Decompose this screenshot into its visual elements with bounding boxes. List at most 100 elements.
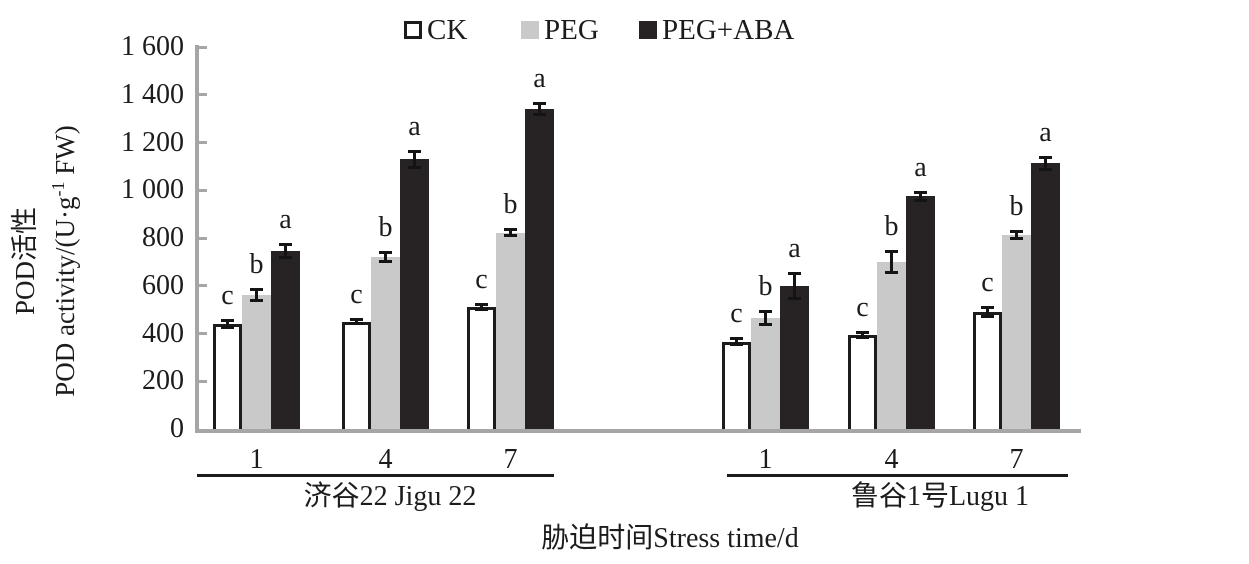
error-bar-cap-bottom [981,314,994,318]
significance-letter: a [279,203,292,235]
cultivar-underline-lugu1 [727,474,1068,477]
peg-aba-swatch-icon [639,21,657,39]
y-tick-mark [199,45,207,49]
y-tick-mark [199,332,207,335]
bar-peg-aba [525,109,554,429]
error-bar-cap-top [856,331,869,335]
error-bar-cap-top [1039,155,1052,159]
bar-ck [848,335,877,429]
error-bar-cap-bottom [475,307,488,311]
error-bar-line [764,310,767,326]
error-bar-cap-top [504,228,517,232]
error-bar-line [480,303,483,310]
y-axis-title-en-prefix: POD activity/(U·g [50,196,80,397]
error-bar-line [413,150,416,168]
legend-label-peg: PEG [544,14,599,46]
x-tick-day-label: 1 [249,444,264,475]
significance-letter: a [533,63,546,95]
legend-item-ck: CK [404,13,467,47]
significance-letter: c [350,278,363,310]
error-bar-cap-bottom [730,343,743,347]
legend-item-peg: PEG [521,13,599,47]
significance-letter: a [408,110,421,142]
error-bar-line [384,252,387,262]
error-bar-line [735,338,738,346]
y-axis-title-cn: POD活性 [10,207,40,316]
significance-letter: b [378,212,393,244]
y-tick-mark [199,93,207,97]
error-bar-cap-top [279,242,292,246]
significance-letter: c [730,298,743,330]
ck-swatch-icon [404,21,422,39]
error-bar-line [1044,156,1047,170]
y-axis-title: POD活性 POD activity/(U·g-1 FW) [9,31,80,491]
error-bar-line [861,332,864,339]
error-bar-cap-top [759,309,772,313]
error-bar-cap-bottom [250,299,263,303]
y-tick-label: 1 000 [121,174,184,206]
y-axis-title-en-suffix: FW) [50,125,80,182]
error-bar-line [538,103,541,116]
y-tick-mark [199,188,207,192]
error-bar-cap-bottom [350,322,363,326]
error-bar-line [1015,230,1018,240]
cultivar-label-lugu1: 鲁谷1号Lugu 1 [850,481,1030,512]
x-tick-day-label: 7 [503,444,518,475]
error-bar-cap-top [250,288,263,292]
error-bar-line [355,318,358,325]
error-bar-line [255,289,258,302]
significance-letter: b [884,211,899,243]
error-bar-cap-bottom [1010,237,1023,241]
y-tick-mark [199,141,207,144]
bar-peg [371,257,400,429]
y-tick-label: 200 [142,365,184,397]
significance-letter: b [1009,190,1024,222]
y-axis-title-en-superscript: -1 [48,181,68,197]
bar-ck [722,341,751,429]
error-bar-line [986,307,989,317]
error-bar-cap-bottom [759,323,772,327]
significance-letter: c [475,263,488,295]
error-bar-cap-bottom [914,198,927,202]
bar-peg-aba [906,196,935,429]
error-bar-cap-top [885,250,898,254]
cultivar-label-jigu22: 济谷22 Jigu 22 [303,481,477,512]
error-bar-line [509,229,512,237]
significance-letter: c [856,292,869,324]
y-tick-label: 1 200 [121,126,184,158]
y-tick-label: 800 [142,222,184,253]
bar-peg-aba [271,251,300,429]
bar-peg-aba [780,285,809,429]
error-bar-line [890,251,893,273]
x-tick-day-label: 7 [1009,444,1024,475]
x-tick-day-label: 1 [758,444,773,475]
bar-ck [342,321,371,429]
error-bar-cap-bottom [885,270,898,274]
error-bar-cap-top [379,251,392,255]
error-bar-line [226,320,229,328]
bar-ck [467,306,496,429]
y-tick-label: 400 [142,317,184,349]
x-tick-day-label: 4 [378,444,393,475]
y-axis-title-en: POD activity/(U·g-1 FW) [42,31,82,491]
bar-peg [751,317,780,429]
error-bar-cap-bottom [279,256,292,260]
legend-label-ck: CK [427,14,468,46]
y-tick-label: 1 400 [121,78,184,110]
significance-letter: a [788,232,801,264]
error-bar-cap-top [475,302,488,306]
significance-letter: b [758,270,773,302]
error-bar-cap-top [730,337,743,341]
error-bar-line [919,191,922,201]
bar-ck [973,312,1002,429]
bar-peg-aba [1031,163,1060,429]
y-tick-mark [199,236,207,240]
significance-letter: c [981,267,994,299]
error-bar-line [284,243,287,259]
bar-peg [877,261,906,429]
y-tick-mark [199,284,207,288]
error-bar-cap-bottom [221,325,234,329]
error-bar-cap-top [350,317,363,321]
significance-letter: a [1039,116,1052,148]
